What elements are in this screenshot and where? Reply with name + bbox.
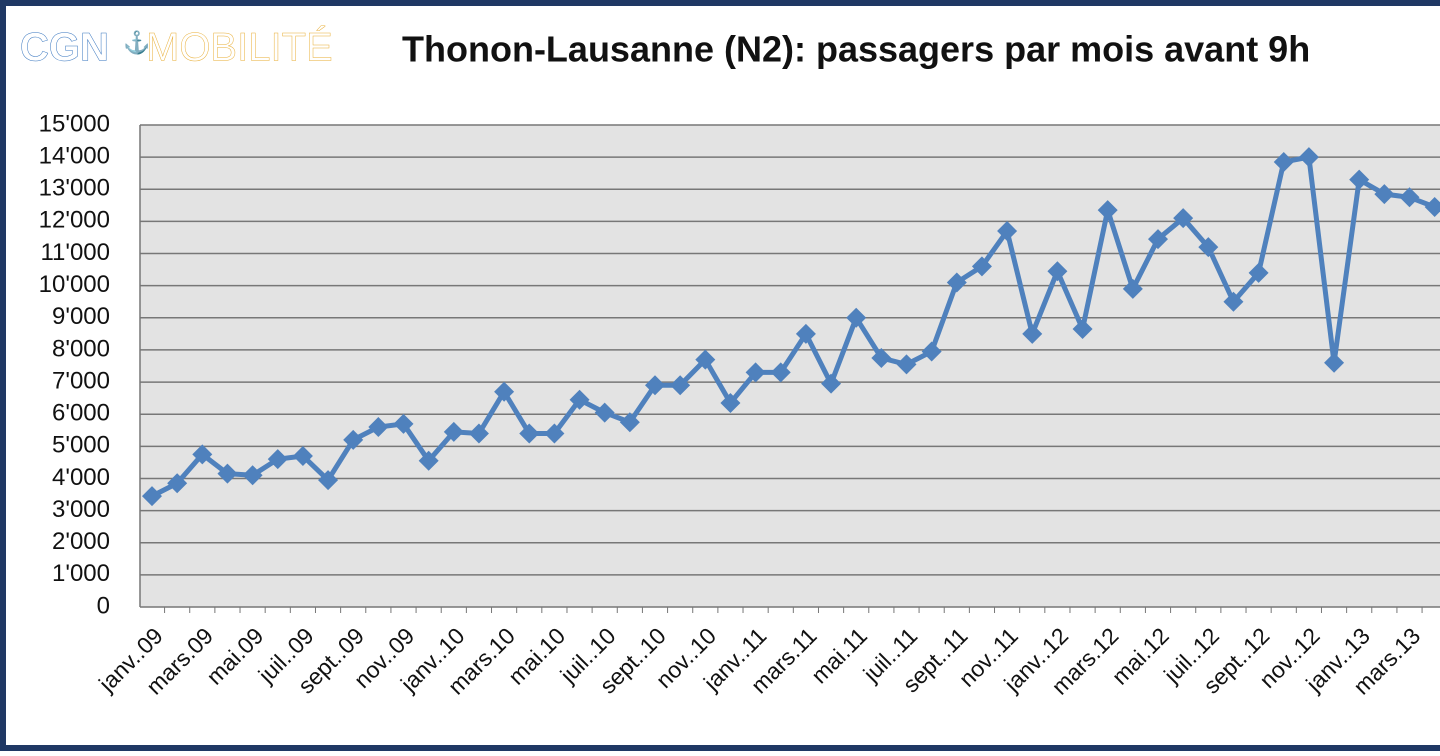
marker xyxy=(1047,261,1068,282)
marker xyxy=(368,417,389,438)
marker xyxy=(1424,196,1440,217)
logo-anchor: ⚓ xyxy=(123,30,150,55)
marker xyxy=(494,381,515,402)
y-tick-label: 10'000 xyxy=(39,271,110,298)
marker xyxy=(1122,278,1143,299)
marker xyxy=(821,373,842,394)
marker xyxy=(795,323,816,344)
line xyxy=(150,154,1436,499)
marker xyxy=(1399,187,1420,208)
marker xyxy=(318,470,339,491)
marker xyxy=(921,341,942,362)
marker xyxy=(167,473,188,494)
marker xyxy=(720,392,741,413)
y-tick-label: 7'000 xyxy=(52,367,110,394)
marker xyxy=(971,256,992,277)
marker xyxy=(745,362,766,383)
marker xyxy=(1148,229,1168,250)
marker xyxy=(1198,237,1219,258)
plot-area xyxy=(140,125,1440,607)
marker xyxy=(267,449,288,470)
y-tick-label: 2'000 xyxy=(52,528,110,555)
marker xyxy=(1248,262,1269,283)
y-tick-label: 5'000 xyxy=(52,432,110,459)
y-tick-label: 14'000 xyxy=(39,142,110,169)
marker xyxy=(192,444,213,465)
marker xyxy=(393,413,414,434)
marker xyxy=(594,402,615,423)
logo-left: CGN xyxy=(20,26,109,70)
marker xyxy=(1349,169,1370,190)
marker xyxy=(846,307,867,328)
y-tick-label: 0 xyxy=(97,592,110,619)
chart-title: Thonon-Lausanne (N2): passagers par mois… xyxy=(402,29,1310,70)
marker xyxy=(142,486,162,507)
marker xyxy=(997,221,1018,242)
y-tick-label: 15'000 xyxy=(39,110,110,137)
logo-right: MOBILITÉ xyxy=(146,25,333,70)
marker xyxy=(418,450,439,471)
marker xyxy=(871,347,892,368)
y-tick-label: 6'000 xyxy=(52,400,110,427)
marker xyxy=(1324,352,1345,373)
marker xyxy=(519,423,540,444)
y-tick-label: 11'000 xyxy=(40,239,110,266)
marker xyxy=(1173,208,1194,229)
marker xyxy=(1072,319,1093,340)
marker xyxy=(1223,291,1244,312)
marker xyxy=(946,272,967,293)
y-tick-label: 3'000 xyxy=(52,496,110,523)
marker xyxy=(670,375,691,396)
marker xyxy=(242,465,263,486)
marker xyxy=(1298,147,1319,168)
marker xyxy=(343,429,364,450)
marker xyxy=(544,423,565,444)
marker xyxy=(1374,184,1395,205)
marker xyxy=(1022,323,1043,344)
y-tick-label: 4'000 xyxy=(52,464,110,491)
marker xyxy=(1097,200,1118,221)
marker xyxy=(443,421,464,442)
y-tick-label: 8'000 xyxy=(52,335,110,362)
marker xyxy=(770,362,791,383)
marker xyxy=(619,412,640,433)
marker xyxy=(645,375,665,396)
marker xyxy=(217,463,238,484)
y-tick-label: 9'000 xyxy=(52,303,110,330)
marker xyxy=(896,354,917,375)
marker xyxy=(468,423,489,444)
marker xyxy=(292,445,313,466)
y-tick-label: 12'000 xyxy=(39,207,110,234)
y-tick-label: 13'000 xyxy=(39,175,110,202)
y-tick-label: 1'000 xyxy=(52,560,110,587)
marker xyxy=(695,349,716,370)
marker xyxy=(1273,151,1294,172)
marker xyxy=(569,389,590,410)
